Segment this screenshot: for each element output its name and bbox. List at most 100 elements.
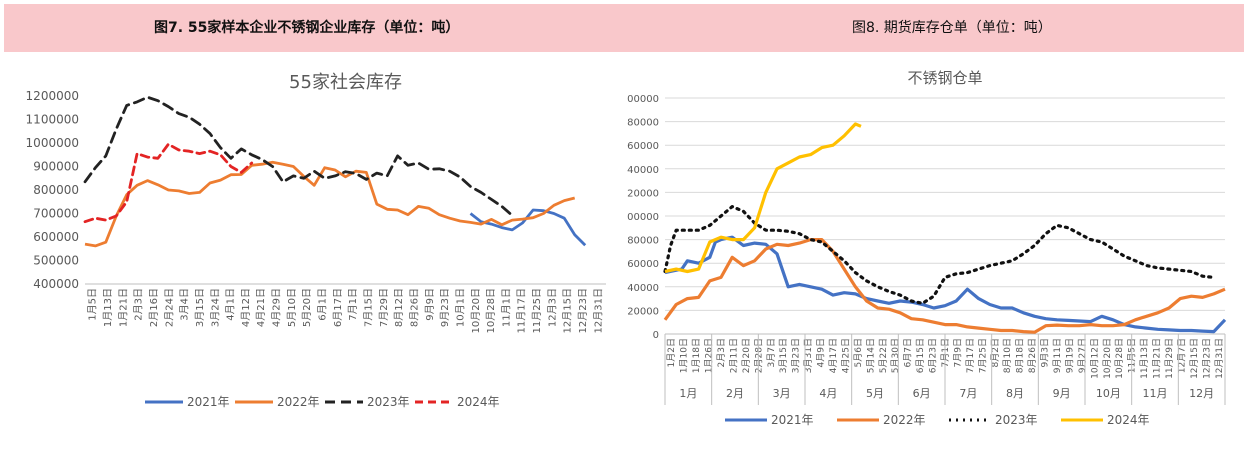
chart-title: 不锈钢仓单 (907, 69, 982, 87)
x-tick-label: 4月25日 (840, 338, 851, 373)
x-tick-label: 11月17日 (516, 288, 528, 333)
right-figure-title: 图8. 期货库存仓单（单位：吨） (852, 20, 1052, 36)
x-tick-label: 5月6日 (853, 338, 864, 367)
x-tick-label: 3月4日 (179, 288, 191, 321)
x-tick-label: 9月23日 (439, 288, 451, 327)
series-line (663, 238, 1226, 334)
x-tick-label: 8月2日 (990, 338, 1001, 367)
x-tick-label: 7月15日 (362, 288, 374, 327)
x-tick-label: 8月26日 (408, 288, 420, 327)
x-tick-label: 7月25日 (977, 338, 988, 373)
x-tick-label: 4月9日 (816, 338, 827, 367)
x-tick-label: 3月7日 (766, 338, 777, 367)
x-tick-label: 10月20日 (1102, 338, 1113, 379)
x-tick-label: 2月3日 (716, 338, 727, 367)
y-tick-label: 700000 (33, 207, 79, 221)
legend-label: 2024年 (457, 395, 500, 409)
warehouse-receipt-chart: 不锈钢仓单 0 20000 40000 60000 80000 100000 120000 14… (621, 56, 1254, 456)
x-tick-label: 8月26日 (1027, 338, 1038, 373)
x-tick-label: 8月18日 (1015, 338, 1026, 373)
x-tick-label: 5月20日 (301, 288, 313, 327)
x-tick-label: 10月20日 (470, 288, 482, 333)
y-tick-label: 200000 (627, 94, 659, 105)
chart-title: 55家社会库存 (289, 72, 402, 93)
x-tick-label: 12月15日 (562, 288, 574, 333)
legend-label: 2023年 (995, 413, 1038, 427)
x-tick-label: 11月21日 (1152, 338, 1163, 379)
x-tick-label: 7月29日 (378, 288, 390, 327)
month-label: 12月 (1189, 387, 1214, 400)
x-tick-label: 12月3日 (546, 288, 558, 327)
x-tick-label: 2月16日 (148, 288, 160, 327)
month-label: 9月 (1053, 387, 1071, 400)
x-tick-label: 1月21日 (117, 288, 129, 327)
month-label: 11月 (1143, 387, 1168, 400)
y-tick-label: 160000 (627, 141, 659, 152)
left-figure-title: 图7. 55家样本企业不锈钢企业库存（单位：吨） (154, 20, 460, 36)
x-tick-label: 4月17日 (828, 338, 839, 373)
series-line (663, 205, 1216, 305)
warehouse-receipt-chart-svg: 不锈钢仓单 0 20000 40000 60000 80000 100000 120000 14… (621, 69, 1227, 427)
y-tick-label: 500000 (33, 254, 79, 268)
x-tick-label: 2月20日 (741, 338, 752, 373)
month-label: 2月 (726, 387, 744, 400)
x-tick-label: 10月1日 (454, 288, 466, 327)
x-tick-label: 10月28日 (485, 288, 497, 333)
x-tick-label: 1月2日 (666, 338, 677, 367)
x-tick-label: 6月15日 (915, 338, 926, 373)
header-banner: 图7. 55家样本企业不锈钢企业库存（单位：吨） 图8. 期货库存仓单（单位：吨… (4, 4, 1244, 52)
x-tick-label: 5月14日 (865, 338, 876, 373)
series-line (83, 142, 254, 224)
x-tick-label: 7月1日 (347, 288, 359, 321)
y-tick-label: 60000 (627, 259, 659, 270)
x-tick-label: 4月21日 (255, 288, 267, 327)
y-tick-label: 100000 (627, 212, 659, 223)
x-tick-label: 9月3日 (1040, 338, 1051, 367)
x-tick-label: 12月7日 (1176, 338, 1187, 373)
x-tick-label: 12月31日 (592, 288, 604, 333)
y-tick-label: 40000 (627, 283, 659, 294)
x-tick-label: 3月24日 (209, 288, 221, 327)
series-line (469, 208, 587, 247)
x-tick-label: 11月1日 (500, 288, 512, 327)
y-tick-label: 400000 (33, 277, 79, 291)
legend-label: 2021年 (771, 413, 814, 427)
x-tick-label: 1月26日 (704, 338, 715, 373)
x-tick-label: 5月10日 (286, 288, 298, 327)
x-tick-label: 4月29日 (271, 288, 283, 327)
x-tick-label: 6月7日 (903, 338, 914, 367)
x-tick-label: 10月12日 (1089, 338, 1100, 379)
y-tick-label: 20000 (627, 306, 659, 317)
x-tick-label: 8月12日 (393, 288, 405, 327)
series-line (84, 160, 576, 248)
x-tick-label: 4月1日 (225, 288, 237, 321)
x-tick-label: 12月23日 (1201, 338, 1212, 379)
y-tick-label: 80000 (627, 236, 659, 247)
x-tick-label: 2月3日 (133, 288, 145, 321)
x-tick-label: 11月29日 (1164, 338, 1175, 379)
month-label: 6月 (913, 387, 931, 400)
month-label: 5月 (866, 387, 884, 400)
y-tick-label: 600000 (33, 230, 79, 244)
series-line (664, 122, 862, 274)
x-tick-label: 5月22日 (878, 338, 889, 373)
x-tick-label: 11月13日 (1139, 338, 1150, 379)
x-tick-label: 6月17日 (332, 288, 344, 327)
x-tick-label: 12月23日 (577, 288, 589, 333)
month-label: 3月 (773, 387, 791, 400)
x-tick-label: 3月15日 (194, 288, 206, 327)
y-tick-label: 1100000 (26, 113, 79, 127)
x-tick-label: 11月25日 (531, 288, 543, 333)
month-label: 10月 (1096, 387, 1121, 400)
legend-label: 2024年 (1107, 413, 1150, 427)
x-tick-label: 2月11日 (728, 338, 739, 373)
y-tick-label: 1200000 (26, 89, 79, 103)
month-label: 4月 (819, 387, 837, 400)
legend-label: 2022年 (277, 395, 320, 409)
x-tick-label: 4月12日 (240, 288, 252, 327)
x-tick-label: 6月1日 (317, 288, 329, 321)
x-tick-label: 3月31日 (803, 338, 814, 373)
series-line (83, 95, 514, 217)
x-tick-label: 1月10日 (679, 338, 690, 373)
x-tick-label: 8月10日 (1002, 338, 1013, 373)
